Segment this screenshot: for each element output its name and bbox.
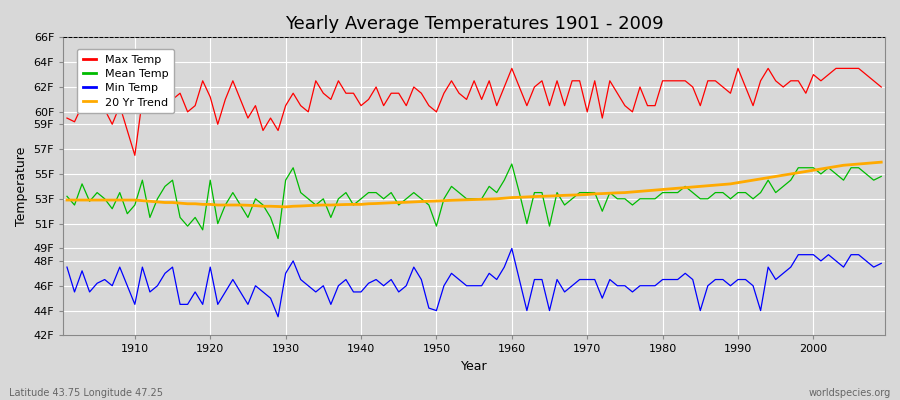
Legend: Max Temp, Mean Temp, Min Temp, 20 Yr Trend: Max Temp, Mean Temp, Min Temp, 20 Yr Tre…: [77, 49, 174, 113]
Title: Yearly Average Temperatures 1901 - 2009: Yearly Average Temperatures 1901 - 2009: [284, 15, 663, 33]
X-axis label: Year: Year: [461, 360, 488, 373]
Text: Latitude 43.75 Longitude 47.25: Latitude 43.75 Longitude 47.25: [9, 388, 163, 398]
Text: worldspecies.org: worldspecies.org: [809, 388, 891, 398]
Y-axis label: Temperature: Temperature: [15, 147, 28, 226]
